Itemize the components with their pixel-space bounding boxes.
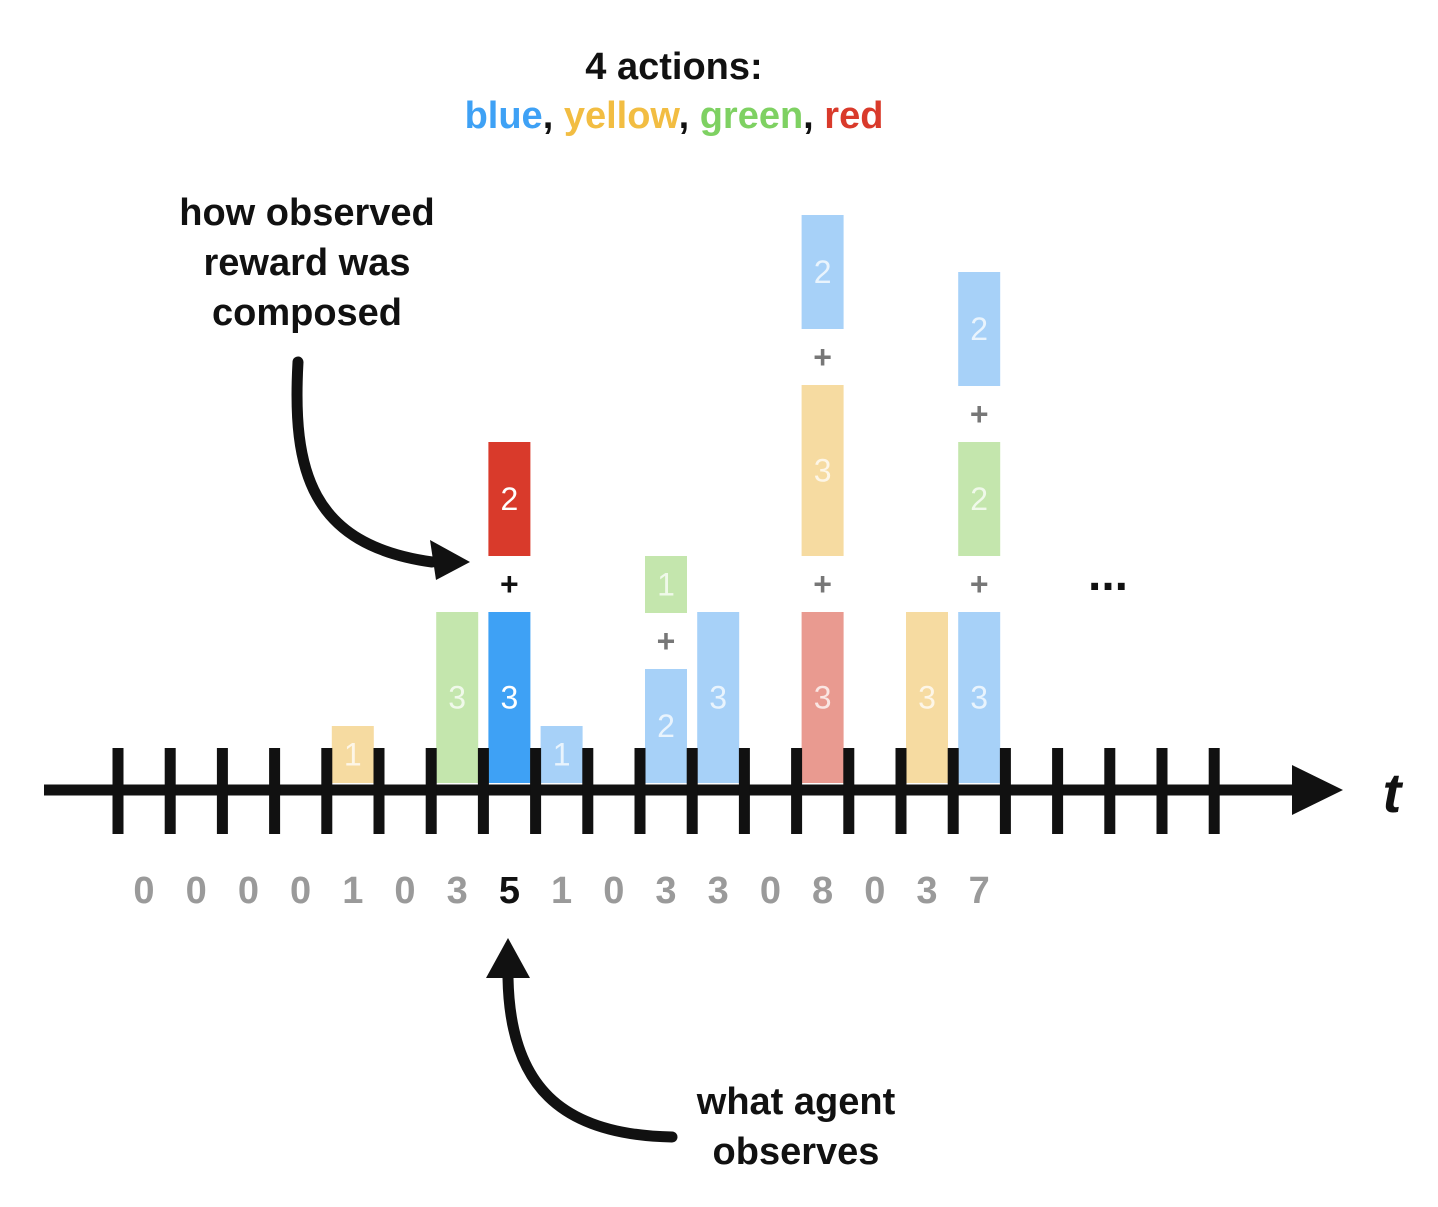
observed-reward-value: 0 (133, 870, 154, 912)
top-annotation-line-3: composed (212, 292, 402, 334)
observed-reward-value: 0 (290, 870, 311, 912)
reward-stack-t16: 3 +2 +2 (958, 272, 1001, 783)
observed-reward-value: 0 (603, 870, 624, 912)
observed-reward-value: 3 (916, 870, 937, 912)
observed-reward-value: 8 (812, 870, 833, 912)
bottom-curved-arrow-shaft (502, 972, 678, 1143)
reward-segment-yellow (906, 612, 948, 783)
observed-reward-value: 1 (551, 870, 572, 912)
top-curved-arrow-shaft (291, 356, 438, 568)
reward-segment-value: 2 (501, 481, 519, 517)
observed-reward-value: 3 (655, 870, 676, 912)
title-space (814, 95, 825, 137)
title-action-green: green (700, 95, 803, 137)
reward-segment-blue (958, 272, 1001, 386)
reward-segment-green (958, 442, 1001, 556)
observed-reward-value: 0 (238, 870, 259, 912)
reward-stack-t7: 3 +2 (488, 442, 531, 783)
observed-reward-value: 0 (394, 870, 415, 912)
bottom-annotation-line-2: observes (713, 1131, 880, 1173)
plus-sign: + (970, 566, 989, 602)
reward-segment-value: 1 (344, 737, 362, 773)
observed-reward-value: 3 (447, 870, 468, 912)
time-axis: t... (44, 548, 1404, 834)
reward-segment-blue (645, 669, 687, 783)
reward-segment-blue (488, 612, 531, 783)
reward-segment-value: 1 (657, 567, 675, 603)
reward-stack-t13: 3 +3 +2 (801, 215, 844, 783)
title-space (689, 95, 700, 137)
title-space (553, 95, 564, 137)
plus-sign: + (813, 339, 832, 375)
axis-arrowhead (1292, 765, 1343, 815)
ellipsis: ... (1088, 548, 1128, 601)
reward-segment-green (436, 612, 479, 783)
observed-reward-value: 0 (864, 870, 885, 912)
reward-segment-blue (958, 612, 1001, 783)
bottom-annotation-line-1: what agent (696, 1081, 896, 1123)
reward-segment-value: 2 (657, 708, 675, 744)
reward-segment-value: 3 (814, 453, 832, 489)
reward-stack-t15: 3 (906, 612, 948, 783)
title-separator: , (803, 95, 814, 137)
reward-segment-value: 1 (553, 737, 571, 773)
reward-stacks: 13 3+212+13 3+3+23 3+2+2 (331, 215, 1001, 783)
top-annotation-line-1: how observed (179, 192, 435, 234)
reward-segment-value: 3 (709, 680, 727, 716)
reward-segment-value: 3 (918, 680, 936, 716)
reward-segment-yellow (801, 385, 844, 556)
reward-segment-blue (540, 726, 583, 783)
reward-segment-value: 3 (970, 680, 988, 716)
bottom-curved-arrow-head (486, 938, 530, 978)
observed-reward-value: 7 (969, 870, 990, 912)
plus-sign: + (657, 623, 676, 659)
reward-segment-blue (801, 215, 844, 329)
reward-stack-t11: 3 (697, 612, 740, 783)
title-separator: , (679, 95, 690, 137)
axis-label: t (1383, 761, 1404, 824)
reward-stack-t8: 1 (540, 726, 583, 783)
plus-sign: + (813, 566, 832, 602)
reward-stack-t4: 1 (331, 726, 374, 783)
observed-reward-value: 0 (760, 870, 781, 912)
title-action-yellow: yellow (564, 95, 681, 137)
title-separator: , (543, 95, 554, 137)
reward-segment-value: 3 (501, 680, 519, 716)
reward-segment-blue (697, 612, 740, 783)
observed-reward-value: 1 (342, 870, 363, 912)
reward-segment-red (801, 612, 844, 783)
reward-segment-yellow (331, 726, 374, 783)
reward-segment-value: 3 (814, 680, 832, 716)
title-action-red: red (824, 95, 883, 137)
reward-stack-t10: 2 +1 (645, 556, 687, 783)
reward-segment-value: 3 (448, 680, 466, 716)
reward-segment-green (645, 556, 687, 613)
reward-stack-t6: 3 (436, 612, 479, 783)
top-annotation-line-2: reward was (204, 242, 411, 284)
top-curved-arrow-head (430, 540, 470, 580)
observed-reward-value: 0 (186, 870, 207, 912)
plus-sign: + (970, 396, 989, 432)
reward-segment-value: 2 (970, 311, 988, 347)
title-line-1: 4 actions: (585, 46, 762, 88)
observed-reward-value: 5 (499, 870, 520, 912)
reward-segment-value: 2 (814, 254, 832, 290)
plus-sign: + (500, 566, 519, 602)
title-line-2: blue, yellow, green, red (465, 95, 884, 137)
reward-segment-red (488, 442, 531, 556)
reward-segment-value: 2 (970, 481, 988, 517)
title-action-blue: blue (465, 95, 543, 137)
observed-reward-value: 3 (708, 870, 729, 912)
